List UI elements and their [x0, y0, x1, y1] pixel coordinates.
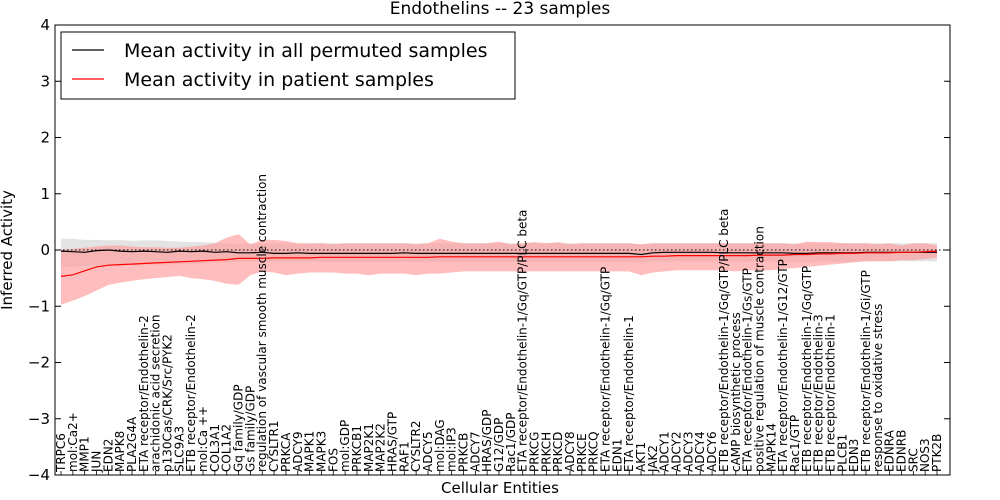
x-category-label: PRKCA — [279, 432, 293, 472]
x-category-label: ADCY6 — [705, 431, 719, 472]
x-category-label: mol:Ca2+ — [66, 412, 80, 472]
x-category-label: EDNRB — [895, 430, 909, 472]
chart-title: Endothelins -- 23 samples — [390, 0, 611, 19]
x-category-label: TRPC6 — [54, 433, 68, 473]
x-category-label: CYSLTR2 — [409, 421, 423, 472]
series-0-line — [60, 249, 937, 256]
x-category-label: FOS — [326, 448, 340, 472]
x-category-label: MAPK3 — [314, 431, 328, 472]
x-category-label: ADCY7 — [468, 431, 482, 472]
x-category-label: arachidonic acid secretion — [149, 315, 163, 472]
legend-entry-1: Mean activity in patient samples — [124, 69, 434, 91]
x-category-label: mol:IP3 — [445, 427, 459, 472]
x-category-label: ETA receptor/Endothelin-1 — [622, 315, 636, 472]
x-category-label: PRKCB1 — [350, 425, 364, 472]
x-category-label: ADCY3 — [681, 431, 695, 472]
x-category-label: SLC9A3 — [172, 426, 186, 472]
legend: Mean activity in all permuted samples Mea… — [60, 31, 516, 100]
x-category-label: mol:Ca ++ — [196, 406, 210, 472]
x-category-label: ETB receptor/Endothelin-2 — [184, 314, 198, 472]
x-category-label: ETB receptor/Endothelin-3 — [812, 314, 826, 472]
y-tick-label: 1 — [40, 185, 50, 203]
x-category-label: MAPK1 — [303, 431, 317, 472]
x-category-label: ETA receptor/Endothelin-1/G12/GTP — [776, 259, 790, 472]
x-category-label: PLA2G4A — [125, 416, 139, 472]
x-category-label: positive regulation of muscle contractio… — [752, 226, 766, 472]
x-category-label: ADCY5 — [421, 431, 435, 472]
x-category-label: EDN3 — [847, 439, 861, 472]
x-category-label: ETA receptor/Endothelin-2 — [137, 315, 151, 472]
legend-box — [60, 31, 516, 100]
x-category-label: ETA receptor/Endothelin-1/Gs/GTP — [741, 268, 755, 472]
x-category-label: ADCY1 — [658, 431, 672, 472]
x-category-label: MAPK8 — [113, 431, 127, 472]
x-category-label: PRKCE — [575, 433, 589, 472]
x-category-label: SRC — [906, 448, 920, 472]
x-category-label: MAP2K1 — [362, 423, 376, 472]
x-category-label: Rac1/GDP — [504, 413, 518, 472]
x-category-label: cAMP biosynthetic process — [729, 312, 743, 472]
x-category-label: EDNRA — [883, 429, 897, 472]
y-axis-label: Inferred Activity — [0, 190, 16, 310]
x-category-label: COL3A1 — [208, 424, 222, 472]
x-category-label: Rac1/GTP — [788, 415, 802, 472]
series-1-line — [60, 250, 938, 277]
x-category-label: Gq family/GDP — [232, 384, 246, 472]
plot-area — [55, 234, 950, 305]
y-tick-label: −4 — [28, 466, 50, 484]
x-category-label: ADCY4 — [693, 431, 707, 472]
x-category-label: ETB receptor/Endothelin-1/Gq/GTP/PLC bet… — [717, 209, 731, 472]
x-category-label: PTK2B — [930, 434, 944, 472]
x-category-label: PRKCD — [551, 432, 565, 472]
x-category-label: EDN2 — [101, 439, 115, 472]
y-tick-label: −1 — [28, 297, 50, 315]
x-category-label: ETB receptor/Endothelin-1/Gi/GTP — [859, 270, 873, 472]
x-category-label: regulation of vascular smooth muscle con… — [255, 174, 269, 472]
x-category-label: PRKCB — [457, 433, 471, 472]
x-category-label: response to oxidative stress — [871, 304, 885, 472]
axes: −4−3−2−101234TRPC6mol:Ca2+MMP1JUNEDN2MAP… — [28, 16, 951, 484]
y-tick-label: −2 — [28, 354, 50, 372]
x-category-label: PRKCH — [539, 432, 553, 472]
x-category-label: JAK2 — [646, 445, 660, 473]
y-tick-label: −3 — [28, 410, 50, 428]
x-category-label: NOS3 — [918, 438, 932, 472]
x-category-label: HRAS/GTP — [386, 412, 400, 472]
series-1-band — [61, 234, 937, 305]
y-tick-label: 4 — [40, 16, 50, 34]
x-category-label: HRAS/GDP — [480, 409, 494, 472]
y-tick-label: 2 — [40, 129, 50, 147]
x-category-label: EDN1 — [610, 439, 624, 472]
x-category-label: JUN — [90, 451, 104, 473]
x-category-label: ETA receptor/Endothelin-1/Gq/GTP — [599, 267, 613, 472]
x-category-label: Gs family/GDP — [243, 386, 257, 472]
x-category-label: MAPK14 — [764, 423, 778, 472]
x-category-label: RAF1 — [397, 441, 411, 472]
x-category-label: MMP1 — [78, 436, 92, 472]
x-category-label: ETB receptor/Endothelin-1 — [824, 314, 838, 472]
y-tick-label: 3 — [40, 72, 50, 90]
x-category-label: ETB receptor/Endothelin-1/Gq/GTP — [800, 266, 814, 472]
x-category-label: p130Cas/CRK/Src/PYK2 — [161, 334, 175, 472]
x-category-label: COL1A2 — [220, 424, 234, 472]
x-category-label: PRKCG — [528, 432, 542, 472]
x-axis-label: Cellular Entities — [441, 479, 559, 497]
x-category-label: ADCY9 — [291, 431, 305, 472]
x-category-label: mol:GDP — [338, 420, 352, 472]
x-category-label: G12/GDP — [492, 418, 506, 472]
legend-entry-0: Mean activity in all permuted samples — [124, 40, 487, 62]
x-category-label: ADCY8 — [563, 431, 577, 472]
y-tick-label: 0 — [40, 241, 50, 259]
x-category-label: ADCY2 — [670, 431, 684, 472]
x-category-label: CYSLTR1 — [267, 421, 281, 472]
x-category-label: mol:DAG — [433, 419, 447, 472]
x-category-label: MAP2K2 — [374, 423, 388, 472]
x-category-label: PRKCQ — [587, 431, 601, 472]
x-category-label: ETA receptor/Endothelin-1/Gq/GTP/PLC bet… — [516, 210, 530, 472]
x-category-label: PLCB1 — [835, 434, 849, 472]
x-category-label: AKT1 — [634, 442, 648, 472]
